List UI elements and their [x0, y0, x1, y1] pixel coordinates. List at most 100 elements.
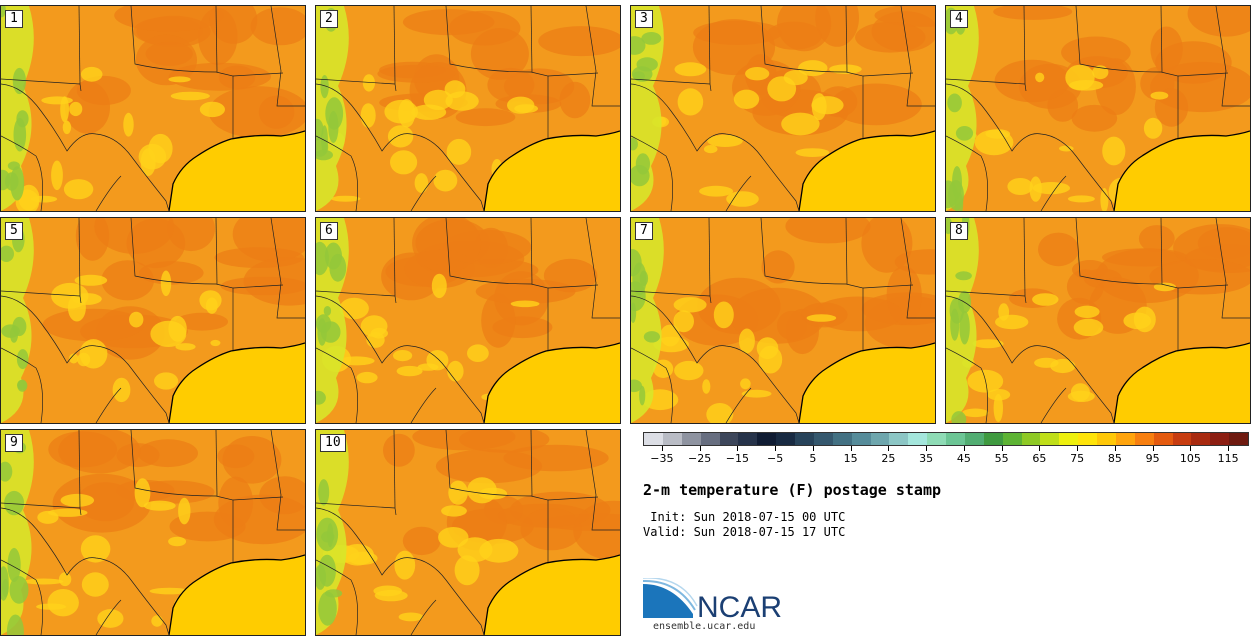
member-number-label: 7	[635, 222, 653, 240]
colorbar-swatch	[719, 433, 739, 445]
logo-url: ensemble.ucar.edu	[653, 621, 756, 632]
ensemble-member-panel: 9	[0, 429, 306, 636]
valid-time: Valid: Sun 2018-07-15 17 UTC	[643, 525, 846, 539]
colorbar-tick-label: 105	[1179, 452, 1201, 465]
colorbar-tick	[1228, 446, 1230, 451]
colorbar-swatch	[870, 433, 890, 445]
ensemble-member-panel: 3	[630, 5, 936, 212]
colorbar-tick-label: 85	[1107, 452, 1122, 465]
colorbar-swatch	[1097, 433, 1116, 445]
gulf-of-mexico	[484, 555, 620, 635]
temperature-map	[946, 218, 1250, 423]
colorbar-tick	[1152, 446, 1154, 451]
gulf-of-mexico	[799, 131, 935, 211]
state-borders	[316, 6, 620, 211]
colorbar-swatch	[946, 433, 965, 445]
member-number-label: 6	[320, 222, 338, 240]
colorbar-tick	[1077, 446, 1079, 451]
colorbar-swatch	[681, 433, 701, 445]
coastline	[483, 130, 620, 211]
coastline	[798, 130, 935, 211]
temperature-map	[1, 6, 305, 211]
member-number-label: 5	[5, 222, 23, 240]
member-number-label: 9	[5, 434, 23, 452]
coastline	[168, 130, 305, 211]
gulf-of-mexico	[169, 131, 305, 211]
colorbar-tick-label: 95	[1145, 452, 1160, 465]
ncar-logo-text: NCAR	[697, 591, 782, 622]
member-number-label: 10	[320, 434, 346, 452]
colorbar-tick	[850, 446, 852, 451]
coastline	[483, 342, 620, 423]
temperature-map	[631, 6, 935, 211]
member-number-label: 4	[950, 10, 968, 28]
member-number-label: 2	[320, 10, 338, 28]
colorbar-tick	[926, 446, 928, 451]
ensemble-member-panel: 6	[315, 217, 621, 424]
colorbar-swatch	[1115, 433, 1135, 445]
colorbar-swatch	[776, 433, 795, 445]
temperature-map	[316, 218, 620, 423]
colorbar-tick-label: −25	[688, 452, 712, 465]
member-number-label: 1	[5, 10, 23, 28]
ensemble-member-panel: 10	[315, 429, 621, 636]
colorbar-tick	[1001, 446, 1003, 451]
colorbar-swatch	[1059, 433, 1079, 445]
colorbar-swatch	[1191, 433, 1211, 445]
temperature-map	[1, 218, 305, 423]
colorbar-tick	[963, 446, 965, 451]
member-number-label: 8	[950, 222, 968, 240]
coastline	[168, 554, 305, 635]
colorbar-swatch	[813, 433, 833, 445]
colorbar-tick-label: −5	[767, 452, 784, 465]
colorbar-swatch	[662, 433, 682, 445]
gulf-of-mexico	[169, 555, 305, 635]
colorbar-swatch	[1210, 433, 1230, 445]
gulf-of-mexico	[1114, 343, 1250, 423]
coastline	[1113, 130, 1250, 211]
coastline	[798, 342, 935, 423]
gulf-of-mexico	[484, 131, 620, 211]
state-borders	[946, 218, 1250, 423]
state-borders	[1, 430, 305, 635]
colorbar-tick	[812, 446, 814, 451]
state-borders	[316, 218, 620, 423]
colorbar-tick	[661, 446, 663, 451]
gulf-of-mexico	[799, 343, 935, 423]
colorbar-tick-label: 15	[843, 452, 858, 465]
colorbar-swatch	[1021, 433, 1041, 445]
coastline	[168, 342, 305, 423]
colorbar-tick	[775, 446, 777, 451]
colorbar-tick	[737, 446, 739, 451]
gulf-of-mexico	[1114, 131, 1250, 211]
temperature-map	[631, 218, 935, 423]
figure-title: 2-m temperature (F) postage stamp	[643, 481, 942, 499]
colorbar-tick-label: 5	[809, 452, 817, 465]
colorbar-swatch	[1040, 433, 1060, 445]
temperature-map	[1, 430, 305, 635]
colorbar-swatch	[1078, 433, 1097, 445]
gulf-of-mexico	[484, 343, 620, 423]
colorbar-tick	[888, 446, 890, 451]
colorbar-swatch	[644, 433, 663, 445]
init-time: Init: Sun 2018-07-15 00 UTC	[643, 510, 846, 524]
colorbar-swatch	[851, 433, 871, 445]
colorbar-swatch	[1002, 433, 1022, 445]
colorbar-tick	[1114, 446, 1116, 451]
colorbar-swatch	[757, 433, 777, 445]
colorbar-swatch	[964, 433, 984, 445]
temperature-map	[946, 6, 1250, 211]
colorbar-tick-label: 25	[881, 452, 896, 465]
coastline	[483, 554, 620, 635]
ensemble-member-panel: 8	[945, 217, 1251, 424]
ncar-logo: NCAR	[643, 578, 782, 622]
colorbar-tick	[1039, 446, 1041, 451]
ensemble-member-panel: 2	[315, 5, 621, 212]
ensemble-member-panel: 1	[0, 5, 306, 212]
colorbar-swatch	[1172, 433, 1192, 445]
colorbar-swatch	[1229, 433, 1248, 445]
colorbar-swatch	[908, 433, 928, 445]
ensemble-member-panel: 7	[630, 217, 936, 424]
colorbar-tick-label: 35	[919, 452, 934, 465]
colorbar-swatch	[832, 433, 852, 445]
